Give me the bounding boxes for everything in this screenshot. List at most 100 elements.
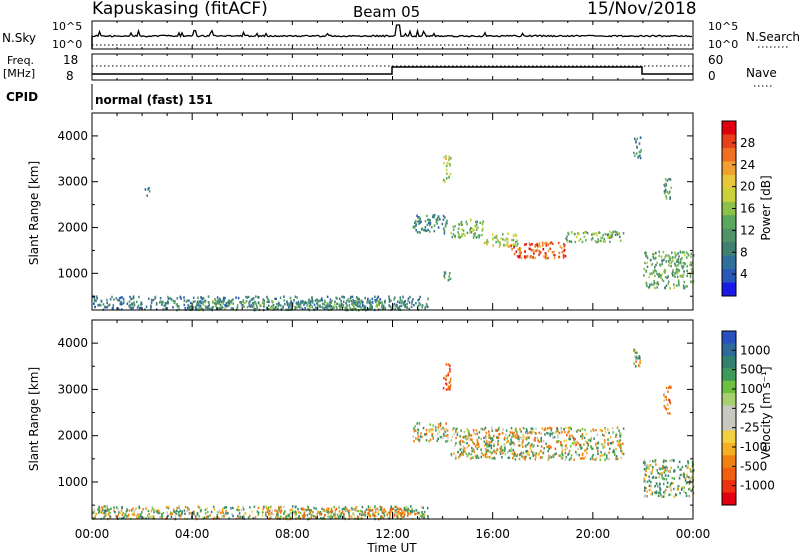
- heatmap-cell: [581, 457, 583, 460]
- heatmap-cell: [437, 437, 439, 440]
- heatmap-cell: [164, 304, 167, 307]
- heatmap-cell: [655, 491, 657, 495]
- heatmap-cell: [516, 453, 519, 456]
- heatmap-cell: [518, 255, 521, 258]
- heatmap-cell: [686, 473, 689, 477]
- heatmap-cell: [147, 188, 149, 191]
- heatmap-cell: [566, 433, 568, 437]
- heatmap-cell: [383, 508, 386, 511]
- heatmap-cell: [673, 495, 676, 498]
- heatmap-cell: [494, 451, 497, 454]
- heatmap-cell: [469, 228, 471, 231]
- heatmap-cell: [284, 510, 286, 513]
- heatmap-cell: [447, 385, 450, 388]
- heatmap-cell: [414, 429, 417, 432]
- heatmap-cell: [455, 428, 457, 431]
- heatmap-cell: [178, 505, 180, 509]
- colorbar-swatch: [722, 405, 736, 419]
- heatmap-cell: [289, 512, 292, 515]
- heatmap-cell: [509, 431, 512, 434]
- heatmap-cell: [660, 276, 662, 279]
- heatmap-cell: [279, 511, 282, 514]
- heatmap-cell: [564, 426, 567, 429]
- heatmap-cell: [530, 427, 533, 430]
- heatmap-cell: [393, 514, 396, 517]
- heatmap-cell: [681, 465, 684, 469]
- heatmap-cell: [201, 301, 203, 304]
- heatmap-cell: [359, 302, 361, 306]
- heatmap-cell: [311, 296, 313, 299]
- heatmap-cell: [687, 465, 689, 468]
- heatmap-cell: [404, 508, 406, 511]
- colorbar-swatch: [722, 442, 736, 456]
- heatmap-cell: [311, 305, 313, 308]
- heatmap-cell: [591, 455, 594, 459]
- heatmap-cell: [331, 300, 333, 303]
- heatmap-cell: [597, 442, 599, 445]
- heatmap-cell: [415, 302, 417, 305]
- heatmap-cell: [654, 485, 656, 488]
- heatmap-cell: [576, 430, 578, 433]
- heatmap-cell: [666, 179, 669, 182]
- colorbar-swatch: [722, 393, 736, 407]
- heatmap-cell: [170, 511, 172, 514]
- heatmap-cell: [382, 306, 384, 309]
- heatmap-cell: [610, 231, 613, 235]
- heatmap-cell: [583, 443, 585, 446]
- heatmap-cell: [598, 239, 601, 243]
- heatmap-cell: [283, 295, 285, 298]
- heatmap-cell: [181, 512, 183, 515]
- heatmap-cell: [670, 186, 672, 189]
- heatmap-cell: [349, 306, 351, 310]
- colorbar-swatch: [722, 201, 736, 216]
- heatmap-cell: [230, 307, 233, 310]
- heatmap-cell: [320, 298, 323, 302]
- heatmap-cell: [351, 295, 354, 298]
- heatmap-cell: [412, 226, 415, 229]
- heatmap-cell: [483, 440, 486, 443]
- heatmap-cell: [413, 510, 415, 513]
- heatmap-cell: [499, 243, 501, 246]
- x-axis-label: Time UT: [366, 541, 417, 554]
- heatmap-cell: [571, 442, 574, 445]
- heatmap-cell: [669, 190, 671, 193]
- heatmap-cell: [447, 374, 449, 377]
- heatmap-cell: [101, 511, 104, 515]
- heatmap-cell: [251, 302, 254, 305]
- heatmap-cell: [443, 156, 445, 159]
- heatmap-cell: [579, 443, 582, 447]
- heatmap-cell: [130, 308, 133, 311]
- heatmap-cell: [592, 447, 595, 450]
- heatmap-cell: [498, 451, 501, 454]
- heatmap-cell: [445, 164, 448, 168]
- heatmap-cell: [429, 230, 431, 233]
- heatmap-cell: [380, 515, 382, 518]
- heatmap-cell: [427, 297, 429, 300]
- heatmap-cell: [290, 301, 293, 304]
- heatmap-cell: [172, 508, 175, 511]
- heatmap-cell: [581, 240, 584, 244]
- heatmap-cell: [536, 444, 539, 448]
- heatmap-cell: [278, 506, 280, 509]
- heatmap-cell: [387, 511, 390, 515]
- heatmap-cell: [237, 514, 239, 518]
- heatmap-cell: [442, 178, 445, 182]
- heatmap-cell: [272, 304, 275, 307]
- heatmap-cell: [140, 303, 142, 306]
- heatmap-cell: [655, 270, 657, 273]
- heatmap-cell: [312, 511, 314, 514]
- heatmap-cell: [505, 243, 507, 247]
- heatmap-cell: [486, 238, 488, 242]
- heatmap-cell: [418, 440, 421, 443]
- heatmap-cell: [218, 299, 220, 302]
- heatmap-cell: [267, 304, 270, 307]
- heatmap-cell: [275, 516, 277, 519]
- heatmap-cell: [212, 505, 215, 509]
- heatmap-cell: [547, 243, 549, 246]
- heatmap-cell: [336, 307, 338, 310]
- heatmap-cell: [415, 220, 417, 223]
- heatmap-cell: [126, 509, 128, 513]
- heatmap-cell: [344, 306, 346, 310]
- heatmap-cell: [507, 238, 509, 241]
- heatmap-cell: [565, 455, 568, 459]
